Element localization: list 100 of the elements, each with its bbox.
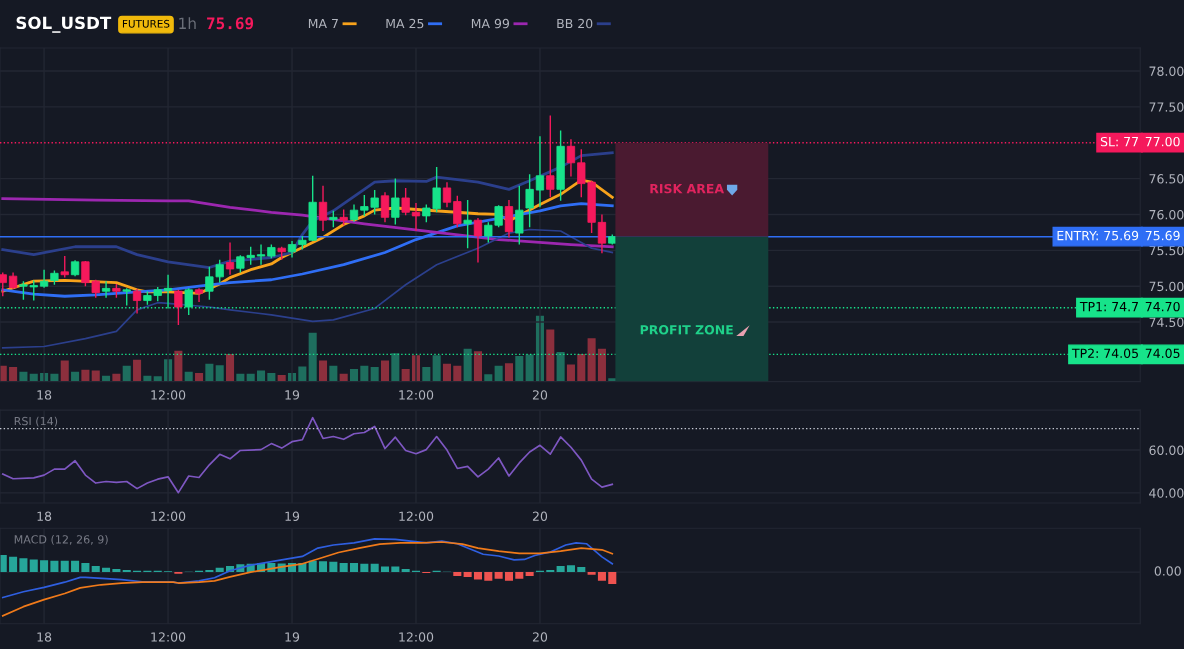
legend-label: MA 99 [471,18,510,29]
bar [339,562,348,573]
bar [391,353,400,382]
candlestick [525,173,534,229]
candlestick [566,138,576,178]
bar [380,566,390,573]
bar [133,359,142,382]
bar [81,562,90,573]
candlestick [184,287,193,316]
bar [9,367,18,382]
chart-title: MACD (12, 26, 9) [14,534,108,545]
bar [195,373,204,382]
bar [277,375,286,382]
bar [215,567,224,573]
bar [360,563,369,573]
bar [515,572,524,579]
bar [525,354,534,382]
x-tick-label: 12:00 [399,511,434,521]
bar [577,566,586,573]
bar [318,360,328,382]
y-tick-label: 76.50 [1149,174,1184,184]
bar [608,572,617,584]
bar [71,371,80,382]
bar [91,370,100,382]
bar [308,560,317,573]
x-tick-label: 20 [532,390,548,400]
ref-line-label: TP1: 74.7 [1079,302,1138,312]
bar [174,350,183,382]
bar [257,370,266,382]
bar [102,567,111,573]
candlestick [515,185,524,246]
x-tick-label: 12:00 [151,390,186,400]
x-tick-label: 19 [285,511,300,521]
bar [19,371,28,382]
bar [215,365,224,382]
candlestick [318,185,328,232]
bar [577,353,586,382]
candlestick [132,288,142,315]
y-tick-label: 74.50 [1149,317,1184,327]
bar [205,363,214,382]
candlestick [60,255,69,279]
bar [40,560,49,573]
bar [370,367,379,382]
x-tick-label: 20 [532,511,548,521]
bar [9,556,18,573]
candlestick [194,287,204,303]
bar [184,371,193,382]
annotation: 77.00 [1145,136,1180,147]
x-tick-label: 12:00 [399,390,434,400]
bar [463,348,472,382]
bar [370,563,379,573]
band-label: RISK AREA [650,183,725,194]
bar [349,369,359,382]
x-tick-label: 12:00 [151,511,186,521]
bar [587,572,596,575]
y-tick-label: 75.50 [1149,245,1184,256]
text: 0.00 [1154,566,1181,576]
bar [546,329,555,382]
x-tick-label: 19 [285,390,300,400]
chart-title: SOL_USDT [16,16,112,33]
legend-label: MA 25 [386,18,424,29]
candlestick [401,187,410,216]
candlestick [597,213,607,254]
bar [91,566,100,573]
x-tick-label: 18 [37,632,52,642]
y-tick-label: 77.50 [1149,102,1184,112]
legend-label: MA 7 [308,19,338,29]
x-tick-label: 18 [37,390,52,400]
bar [556,566,565,573]
bar [597,348,606,382]
bar [504,363,513,382]
bar [463,572,472,577]
bar [308,332,317,382]
bar [380,360,390,382]
candlestick [473,217,483,264]
candlestick [411,202,421,232]
bar [442,363,452,382]
y-tick-label: 40.00 [1149,488,1184,498]
candlestick [535,135,545,208]
bar [484,572,493,581]
bar [494,365,503,382]
annotation: 74.05 [1145,348,1180,358]
bar [566,565,575,573]
bar [484,374,493,382]
text: FUTURES [122,19,170,28]
band-label: PROFIT ZONE [640,325,733,335]
candlestick [256,243,266,266]
bar [556,351,565,382]
bar [50,560,59,573]
ref-line-label: TP2: 74.05 [1071,348,1138,358]
bar [494,572,503,579]
ref-line-label: ENTRY: 75.69 [1057,230,1139,241]
bar [112,569,121,573]
bar [597,572,606,581]
bar [318,561,328,573]
x-tick-label: 12:00 [151,632,186,642]
bar [401,569,410,573]
bar [267,373,276,382]
text: 75.69 [207,17,254,30]
x-tick-label: 20 [532,632,548,642]
